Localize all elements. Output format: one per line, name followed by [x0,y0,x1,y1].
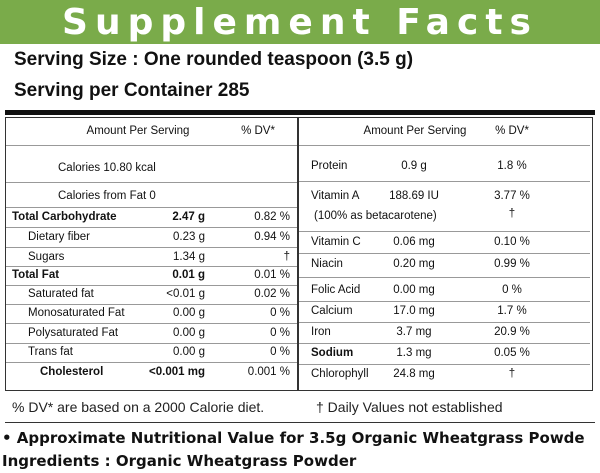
nutrient-name: Cholesterol [40,366,104,378]
nutrient-name: Polysaturated Fat [28,327,119,339]
nutrient-amount: <0.001 mg [149,366,205,378]
dv-note: % DV* are based on a 2000 Calorie diet. [12,399,265,415]
row-line [6,323,297,324]
nutrient-dv: 0 % [270,327,290,339]
nutrient-amount: 0.06 mg [393,236,435,248]
column-header: % DV* [241,125,275,137]
nutrient-name: Trans fat [28,346,73,358]
servings-per-container: Serving per Container 285 [14,80,250,101]
nutrient-dv: 20.9 % [494,326,530,338]
row-line [6,284,297,286]
row-line [6,145,297,146]
nutrient-name: Dietary fiber [28,231,90,243]
nutrient-dv: 0.02 % [254,288,290,300]
nutrient: Calories from Fat 0 [58,190,156,202]
row-line [299,231,590,232]
row-line [6,362,297,363]
title: Supplement Facts [0,0,600,44]
nutrient-amount: 1.3 mg [396,347,432,359]
nutrient-amount: 188.69 IU [389,190,439,202]
nutrient-name: Iron [311,326,331,338]
nutrient-name: Vitamin C [311,236,361,248]
nutrient-dv: 0.10 % [494,236,530,248]
nutrient-name: Sodium [311,347,354,359]
row-line [299,145,590,146]
nutrient-dv: 0.94 % [254,231,290,243]
facts-table [5,117,593,391]
nutrient: Calories 10.80 kcal [58,162,156,174]
nutrient-dv: 0.001 % [247,366,290,378]
row-line [299,181,590,182]
nutrient-dv: 0 % [502,284,522,296]
nutrient-dv: 1.8 % [497,160,527,172]
nutrient-dv: 3.77 % [494,190,530,202]
approx-note: • Approximate Nutritional Value for 3.5g… [2,429,585,447]
row-line [299,342,590,344]
row-line [6,247,297,248]
nutrient-amount: 0.23 g [173,231,205,243]
nutrient-amount: 0.00 mg [393,284,435,296]
row-line [6,266,297,267]
nutrient-amount: 1.34 g [173,251,205,263]
nutrient-amount: 3.7 mg [396,326,432,338]
dagger-note: † Daily Values not established [316,399,503,415]
nutrient-name: Saturated fat [28,288,94,300]
row-line [299,300,590,302]
nutrient-name: Calcium [311,305,353,317]
nutrient-dv: 0.82 % [254,211,290,223]
row-line [299,363,590,365]
nutrient-dv: 0.99 % [494,258,530,270]
row-line [299,277,590,278]
row-line [6,303,297,305]
nutrient-name: Folic Acid [311,284,361,296]
row-line [299,253,590,254]
nutrient-name: Protein [311,160,348,172]
rule [5,110,595,115]
row-line [299,321,590,323]
nutrient-dv: 1.7 % [497,305,527,317]
nutrient-amount: 24.8 mg [393,368,435,380]
nutrient-amount: 2.47 g [172,211,205,223]
nutrient-dv: 0 % [270,346,290,358]
row-line [6,342,297,344]
row-line [6,227,297,228]
nutrient-name: Chlorophyll [311,368,369,380]
nutrient-name: Monosaturated Fat [28,307,125,319]
column-header: % DV* [495,125,529,137]
nutrient-amount: 0.01 g [172,269,205,281]
serving-size: Serving Size : One rounded teaspoon (3.5… [14,49,414,70]
nutrient-dv: 0.05 % [494,347,530,359]
nutrient-amount: 0.20 mg [393,258,435,270]
row-line [6,206,297,208]
nutrient-amount: 0.00 g [173,307,205,319]
nutrient-name: Total Fat [12,269,60,281]
rule [5,422,595,423]
nutrient-amount: 0.9 g [401,160,427,172]
nutrient-amount: 0.00 g [173,346,205,358]
ingredients: Ingredients : Organic Wheatgrass Powder [2,452,357,470]
nutrient-name: Total Carbohydrate [12,211,117,223]
column-header: Amount Per Serving [363,125,467,137]
nutrient-amount: 0.00 g [173,327,205,339]
nutrient-dv: 0.01 % [254,269,290,281]
nutrient-name: Niacin [311,258,343,270]
row-line [6,182,297,183]
nutrient-dv: † [283,251,290,263]
nutrient-dv: 0 % [270,307,290,319]
column-divider [297,117,299,391]
nutrient-amount: <0.01 g [166,288,205,300]
nutrient-note-dv: † [508,208,516,220]
column-header: Amount Per Serving [86,125,190,137]
nutrient-amount: 17.0 mg [393,305,435,317]
nutrient-name: Sugars [28,251,65,263]
nutrient-dv: † [508,368,516,380]
nutrient-name: Vitamin A [311,190,360,202]
nutrient-note: (100% as betacarotene) [314,210,437,222]
